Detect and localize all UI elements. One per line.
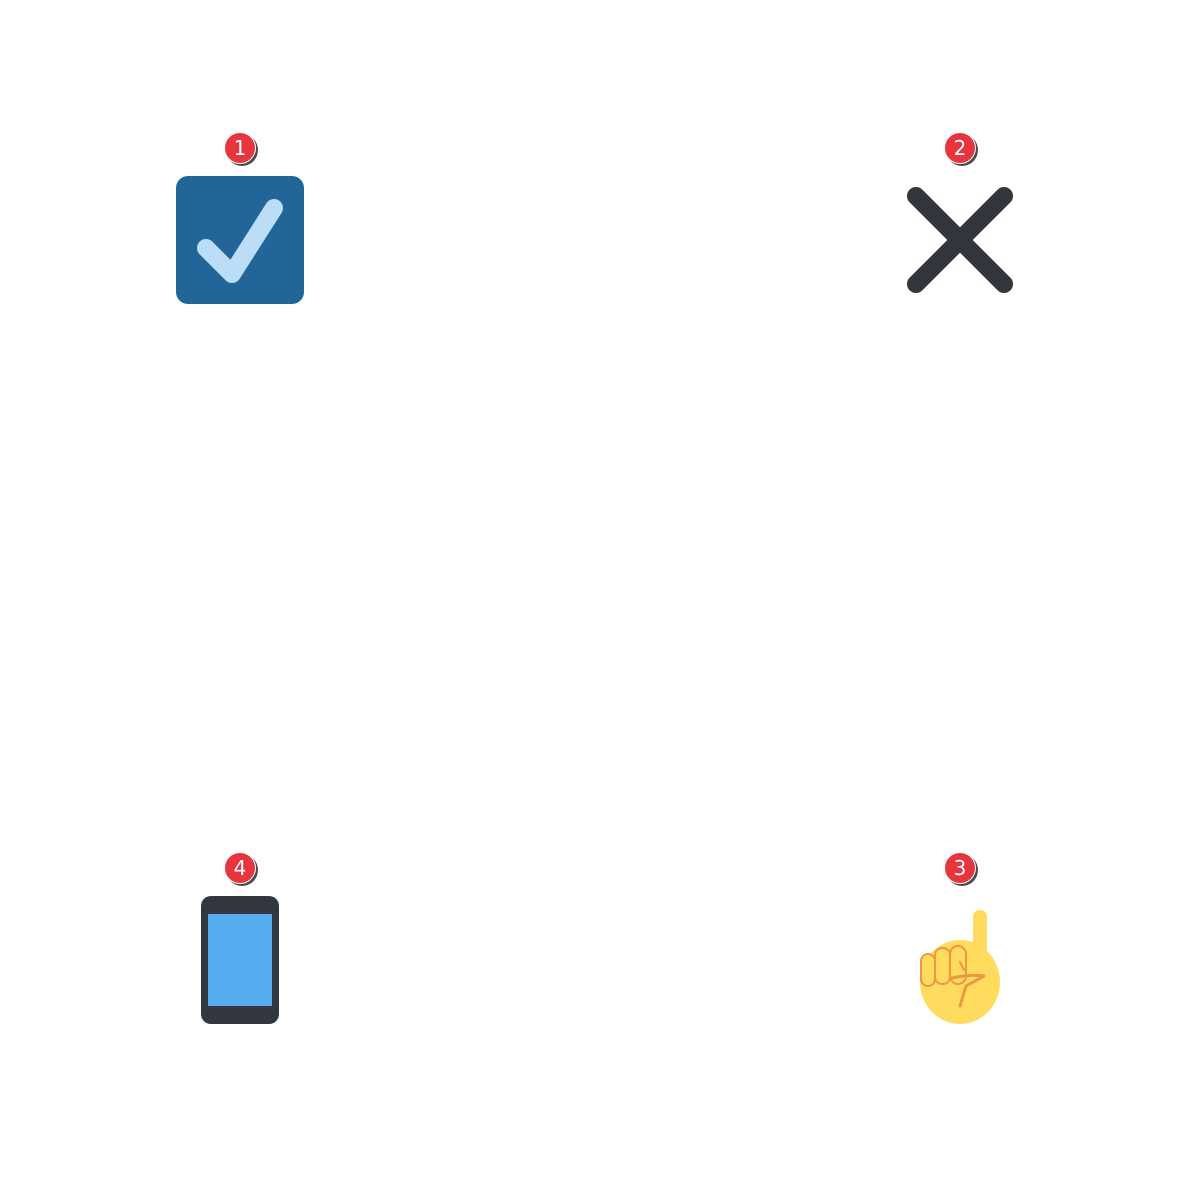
marker-3-group: 3 bbox=[880, 850, 1040, 1050]
mobile-phone-icon[interactable] bbox=[160, 890, 320, 1040]
marker-2-group: 2 bbox=[880, 130, 1040, 330]
number-badge-3: 3 bbox=[944, 852, 976, 884]
check-box-icon[interactable] bbox=[160, 170, 320, 320]
number-badge-4: 4 bbox=[224, 852, 256, 884]
cross-mark-icon[interactable] bbox=[880, 170, 1040, 320]
marker-4-group: 4 bbox=[160, 850, 320, 1050]
number-badge-1: 1 bbox=[224, 132, 256, 164]
marker-1-group: 1 bbox=[160, 130, 320, 330]
index-pointing-up-icon[interactable] bbox=[880, 890, 1040, 1040]
number-badge-2: 2 bbox=[944, 132, 976, 164]
